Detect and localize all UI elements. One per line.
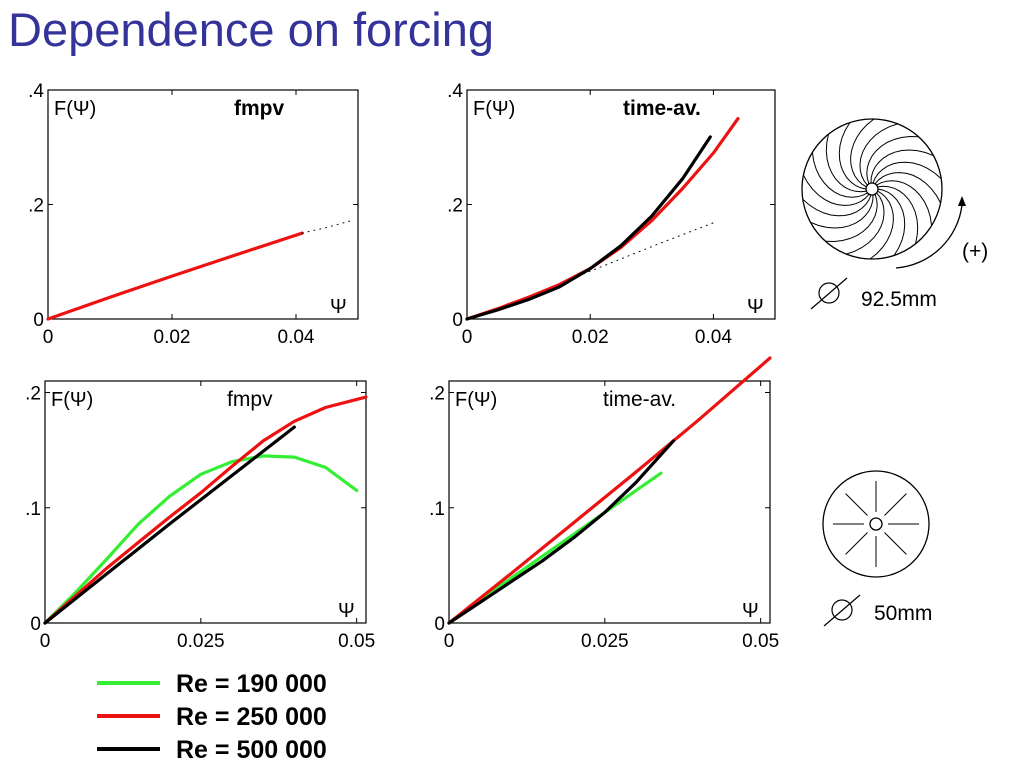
y-tick-label: 0 bbox=[33, 310, 44, 331]
curved-blade bbox=[866, 135, 919, 184]
chart-panel-top-right: 0 0.02 0.04 0 .2 .4 F(Ψ) time-av. Ψ bbox=[447, 81, 776, 348]
impeller-straight-diameter: 50mm bbox=[874, 602, 932, 625]
series-line-dotted-reference bbox=[301, 220, 353, 234]
impeller-curved-diameter: 92.5mm bbox=[861, 288, 937, 311]
impeller-straight-hub bbox=[869, 517, 883, 531]
y-tick-label: 0 bbox=[434, 614, 445, 635]
y-axis-label: F(Ψ) bbox=[51, 389, 93, 411]
slide-title: Dependence on forcing bbox=[8, 3, 495, 56]
series-line-190000 bbox=[43, 454, 359, 625]
x-tick-label: 0.02 bbox=[572, 327, 609, 348]
x-tick-label: 0.04 bbox=[278, 327, 315, 348]
impeller-curved-diagram: (+) 92.5mm bbox=[801, 118, 988, 311]
series-line-500000 bbox=[43, 425, 296, 625]
y-tick-label: .2 bbox=[429, 384, 445, 405]
legend-label: Re = 190 000 bbox=[176, 670, 327, 698]
panel-title: time-av. bbox=[603, 388, 676, 411]
x-tick-label: 0 bbox=[462, 327, 473, 348]
plot-frame bbox=[44, 380, 367, 624]
plot-frame bbox=[466, 89, 776, 320]
x-tick-label: 0.05 bbox=[742, 631, 779, 652]
curved-blade bbox=[872, 161, 942, 184]
panel-title: time-av. bbox=[623, 97, 701, 120]
y-tick-label: 0 bbox=[452, 310, 463, 331]
rotation-direction-label: (+) bbox=[962, 240, 988, 263]
y-tick-label: .1 bbox=[429, 499, 445, 520]
y-tick-label: .4 bbox=[28, 81, 44, 102]
straight-blade bbox=[845, 532, 868, 555]
rotation-arrowhead-icon bbox=[958, 196, 966, 206]
x-tick-label: 0.04 bbox=[695, 327, 732, 348]
y-tick-label: .1 bbox=[25, 499, 41, 520]
curved-blade bbox=[825, 194, 878, 243]
y-tick-label: .4 bbox=[447, 81, 463, 102]
x-axis-label: Ψ bbox=[742, 600, 759, 622]
diameter-symbol-icon bbox=[810, 277, 848, 310]
legend-label: Re = 500 000 bbox=[176, 736, 327, 764]
y-tick-label: .2 bbox=[28, 196, 44, 217]
curved-blade bbox=[846, 192, 885, 255]
series-line-190000 bbox=[447, 471, 663, 625]
y-tick-label: .2 bbox=[25, 384, 41, 405]
curved-blade bbox=[802, 194, 872, 217]
chart-panel-bottom-left: 0 0.025 0.05 0 .1 .2 F(Ψ) fmpv Ψ bbox=[25, 380, 375, 652]
y-axis-label: F(Ψ) bbox=[54, 98, 96, 120]
y-tick-label: .2 bbox=[447, 196, 463, 217]
impeller-straight-disc bbox=[822, 470, 930, 578]
curved-blade bbox=[850, 118, 875, 188]
impeller-curved-hub bbox=[865, 182, 879, 196]
x-tick-label: 0.02 bbox=[154, 327, 191, 348]
series-line-500000 bbox=[447, 439, 676, 625]
curved-blade bbox=[838, 122, 867, 190]
x-tick-label: 0.025 bbox=[177, 631, 225, 652]
straight-blade bbox=[884, 532, 907, 555]
straight-blade bbox=[884, 493, 907, 516]
chart-panel-top-left: 0 0.02 0.04 0 .2 .4 F(Ψ) fmpv Ψ bbox=[28, 81, 359, 348]
rotation-arrow-arc bbox=[895, 204, 963, 269]
impeller-straight-diagram: 50mm bbox=[822, 470, 932, 627]
diameter-symbol-icon bbox=[823, 594, 861, 627]
y-axis-label: F(Ψ) bbox=[473, 98, 515, 120]
curved-blade bbox=[825, 134, 867, 193]
x-tick-label: 0.025 bbox=[581, 631, 629, 652]
plot-frame bbox=[47, 89, 359, 320]
curved-blade bbox=[876, 180, 933, 226]
charts-group: 0 0.02 0.04 0 .2 .4 F(Ψ) fmpv Ψ 0 0.02 0.04 0 .2 .4 F(Ψ… bbox=[25, 81, 779, 652]
x-tick-label: 0 bbox=[40, 631, 51, 652]
legend-label: Re = 250 000 bbox=[176, 703, 327, 731]
curved-blade bbox=[810, 194, 874, 229]
series-line-250000 bbox=[447, 356, 772, 625]
curved-blade bbox=[870, 149, 934, 184]
curved-blade bbox=[811, 152, 868, 198]
curved-blade bbox=[802, 174, 870, 206]
series-line-curve-0 bbox=[46, 231, 304, 321]
series-line-curve-1 bbox=[465, 135, 712, 321]
y-tick-label: 0 bbox=[30, 614, 41, 635]
x-tick-label: 0 bbox=[43, 327, 54, 348]
straight-blade bbox=[845, 493, 868, 516]
x-axis-label: Ψ bbox=[747, 296, 764, 318]
curved-blade bbox=[874, 172, 942, 204]
impeller-curved-blades bbox=[802, 118, 942, 260]
impeller-straight-blades bbox=[833, 481, 919, 567]
curved-blade bbox=[869, 190, 894, 260]
chart-panel-bottom-right: 0 0.025 0.05 0 .1 .2 F(Ψ) time-av. Ψ bbox=[429, 356, 779, 652]
curved-blade bbox=[877, 188, 906, 256]
x-tick-label: 0.05 bbox=[338, 631, 375, 652]
panel-title: fmpv bbox=[234, 97, 284, 120]
impeller-curved-disc bbox=[801, 118, 943, 260]
curved-blade bbox=[877, 185, 919, 244]
legend: Re = 190 000 Re = 250 000 Re = 500 000 bbox=[97, 670, 327, 764]
x-tick-label: 0 bbox=[444, 631, 455, 652]
y-axis-label: F(Ψ) bbox=[455, 389, 497, 411]
curved-blade bbox=[859, 123, 898, 186]
x-axis-label: Ψ bbox=[330, 296, 347, 318]
x-axis-label: Ψ bbox=[338, 600, 355, 622]
panel-title: fmpv bbox=[227, 388, 273, 411]
series-line-250000 bbox=[43, 395, 368, 625]
